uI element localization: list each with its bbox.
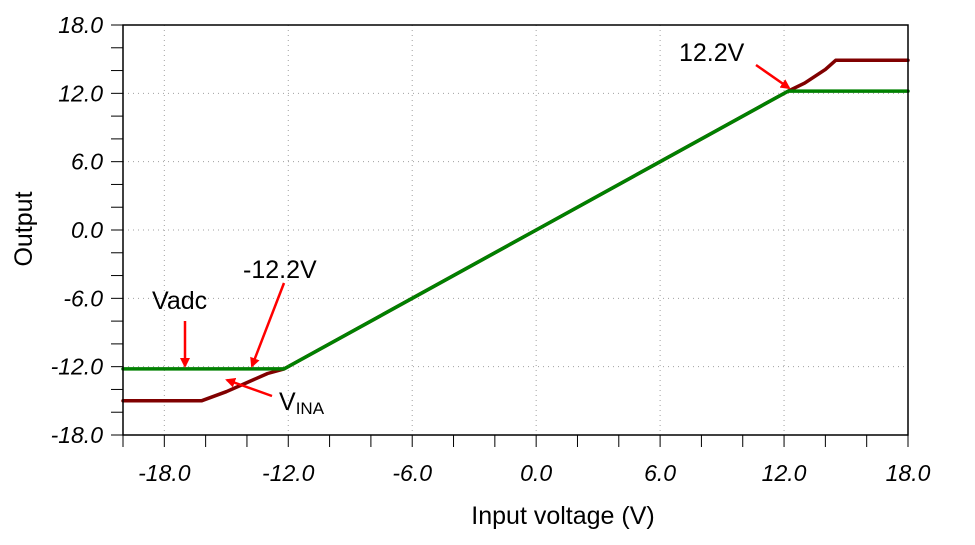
- y-tick-label: 18.0: [58, 12, 103, 38]
- plot-area: [121, 58, 910, 403]
- annotation-12v: 12.2V: [679, 39, 745, 67]
- x-tick-label: -6.0: [392, 460, 432, 486]
- arrow-12v: [755, 63, 791, 90]
- y-tick-label: 0.0: [71, 217, 103, 243]
- series-line-vina: [121, 58, 910, 403]
- annotation-vina-main: V: [279, 388, 296, 416]
- y-axis-title: Output: [10, 191, 38, 266]
- plot-frame: [122, 24, 909, 436]
- arrow-neg-12v: [250, 282, 286, 368]
- y-tick-label: -6.0: [63, 285, 103, 311]
- x-tick-label: 18.0: [886, 460, 931, 486]
- x-tick-label: -18.0: [138, 460, 191, 486]
- x-tick-label: 0.0: [520, 460, 552, 486]
- y-tick-label: 12.0: [58, 80, 103, 106]
- y-tick-label: -12.0: [51, 354, 104, 380]
- y-tick-label: 6.0: [71, 149, 103, 175]
- x-tick-label: 12.0: [762, 460, 807, 486]
- y-axis: 18.0 12.0 6.0 0.0 -6.0 -12.0 -18.0: [51, 12, 104, 448]
- series-line-vadc: [121, 89, 910, 371]
- annotations: 12.2V -12.2V Vadc VINA: [152, 39, 791, 418]
- annotation-vina-subscript: INA: [296, 399, 325, 418]
- x-tick-label: 6.0: [644, 460, 676, 486]
- y-tick-label: -18.0: [51, 422, 104, 448]
- x-axis-title: Input voltage (V): [471, 502, 654, 530]
- x-tick-label: -12.0: [262, 460, 315, 486]
- annotation-vina: VINA: [279, 388, 325, 418]
- grid: [123, 24, 909, 436]
- annotation-vadc: Vadc: [152, 287, 207, 315]
- annotation-neg-12v: -12.2V: [243, 256, 317, 284]
- arrow-vina: [225, 377, 273, 398]
- axis-ticks: [111, 24, 909, 447]
- x-axis: -18.0 -12.0 -6.0 0.0 6.0 12.0 18.0: [138, 460, 930, 486]
